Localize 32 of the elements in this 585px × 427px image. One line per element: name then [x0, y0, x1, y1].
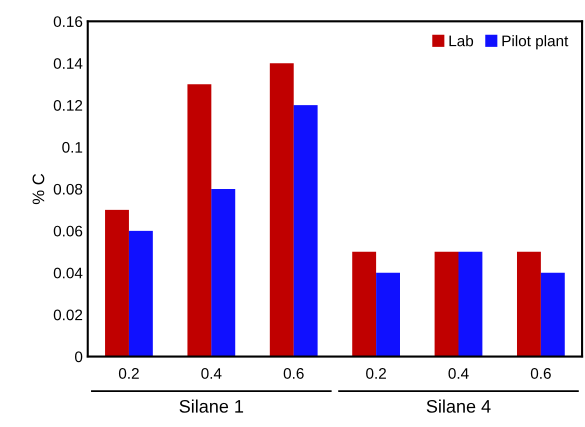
bar — [458, 252, 482, 357]
bar — [128, 230, 153, 357]
bar — [187, 84, 212, 357]
bar — [540, 272, 565, 357]
x-tick-label: 0.4 — [448, 368, 469, 379]
bar — [211, 188, 236, 357]
bar — [270, 63, 294, 357]
text: Silane 4 — [426, 399, 491, 413]
y-tick-label: 0.1 — [62, 142, 82, 153]
x-tick-label: 0.6 — [530, 368, 551, 379]
x-tick-label: 0.4 — [201, 368, 222, 379]
y-tick-label: 0.16 — [54, 16, 82, 28]
y-tick-label: 0.06 — [54, 226, 82, 237]
y-tick-label: 0.04 — [54, 268, 82, 278]
y-tick-label: 0 — [74, 351, 82, 362]
x-tick-label: 0.2 — [118, 368, 139, 379]
bar — [434, 252, 458, 357]
y-tick-label: 0.08 — [54, 184, 82, 195]
bar — [376, 272, 400, 357]
y-tick-label: 0.14 — [54, 58, 82, 69]
text: Silane 1 — [180, 399, 244, 413]
y-tick-label: 0.02 — [54, 310, 82, 320]
x-tick-label: 0.2 — [366, 368, 386, 379]
bar — [294, 105, 318, 357]
legend-label: Lab — [450, 35, 474, 46]
bar — [105, 210, 129, 357]
bar — [516, 252, 541, 357]
y-tick-label: 0.12 — [54, 100, 82, 111]
bar — [352, 252, 376, 357]
y-axis-title: % C — [32, 174, 44, 204]
x-tick-label: 0.6 — [284, 368, 304, 379]
legend-label: Pilot plant — [502, 35, 568, 50]
